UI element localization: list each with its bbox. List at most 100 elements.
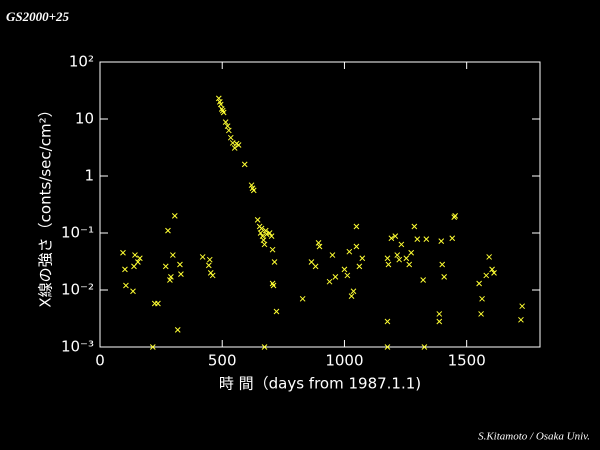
x-tick-label: 1500 bbox=[448, 352, 486, 370]
point-stroke bbox=[215, 95, 222, 102]
point-stroke bbox=[165, 227, 171, 234]
point-stroke bbox=[341, 266, 348, 273]
point-stroke bbox=[344, 272, 351, 279]
point bbox=[263, 231, 270, 238]
point-stroke bbox=[131, 263, 137, 270]
x-tick-label: 500 bbox=[208, 352, 237, 370]
y-tick-label: 10 bbox=[75, 110, 94, 128]
point bbox=[423, 236, 430, 243]
point-stroke bbox=[122, 266, 128, 273]
point-stroke bbox=[209, 272, 216, 279]
point bbox=[220, 109, 227, 116]
point bbox=[136, 255, 143, 262]
point-stroke bbox=[348, 293, 355, 300]
point bbox=[384, 255, 391, 262]
credit: S.Kitamoto / Osaka Univ. bbox=[478, 431, 590, 443]
point-stroke bbox=[271, 259, 278, 265]
point bbox=[299, 295, 306, 302]
point-stroke bbox=[476, 280, 482, 287]
point bbox=[359, 255, 366, 262]
point bbox=[130, 288, 136, 295]
point bbox=[199, 254, 206, 260]
point bbox=[350, 288, 357, 295]
point bbox=[217, 101, 224, 108]
point bbox=[155, 300, 161, 307]
point-stroke bbox=[384, 318, 391, 325]
point bbox=[315, 240, 322, 246]
point-stroke bbox=[263, 231, 270, 238]
plot-frame bbox=[99, 61, 541, 348]
point bbox=[273, 308, 280, 315]
point-stroke bbox=[120, 249, 126, 256]
point-stroke bbox=[167, 277, 173, 283]
point bbox=[491, 269, 497, 276]
point bbox=[384, 318, 391, 325]
point bbox=[132, 252, 138, 258]
point bbox=[169, 252, 176, 258]
x-axis-label: 時 間（days from 1987.1.1) bbox=[219, 375, 421, 393]
point-stroke bbox=[250, 187, 257, 194]
point bbox=[231, 145, 238, 151]
point-stroke bbox=[359, 255, 366, 262]
point bbox=[449, 235, 456, 242]
point-stroke bbox=[171, 212, 178, 219]
point-stroke bbox=[436, 311, 443, 317]
point bbox=[260, 237, 267, 243]
point bbox=[329, 252, 336, 258]
point bbox=[205, 262, 212, 269]
point-stroke bbox=[257, 230, 264, 236]
point bbox=[178, 271, 184, 277]
point bbox=[353, 223, 360, 230]
point-stroke bbox=[436, 318, 443, 325]
point bbox=[308, 259, 315, 265]
point bbox=[411, 223, 418, 230]
point-stroke bbox=[206, 256, 213, 263]
point-stroke bbox=[483, 272, 490, 279]
point-stroke bbox=[384, 344, 391, 350]
point bbox=[486, 254, 493, 260]
point bbox=[258, 225, 265, 232]
point bbox=[438, 238, 445, 244]
point-stroke bbox=[132, 252, 138, 258]
point-stroke bbox=[385, 261, 392, 268]
point-stroke bbox=[452, 212, 459, 219]
point bbox=[344, 272, 351, 279]
point-stroke bbox=[353, 223, 360, 230]
point bbox=[215, 95, 222, 102]
x-tick-label: 1000 bbox=[325, 352, 363, 370]
point bbox=[394, 252, 401, 258]
point-stroke bbox=[438, 238, 445, 244]
point bbox=[396, 256, 403, 263]
point-stroke bbox=[270, 282, 277, 289]
point-stroke bbox=[217, 101, 224, 108]
point-stroke bbox=[216, 98, 223, 105]
point-stroke bbox=[261, 344, 268, 350]
point bbox=[385, 261, 392, 268]
point bbox=[483, 272, 490, 279]
point-stroke bbox=[332, 274, 339, 280]
point-stroke bbox=[169, 252, 176, 258]
point-stroke bbox=[269, 246, 276, 253]
point bbox=[452, 212, 459, 219]
point-stroke bbox=[394, 252, 401, 258]
point-stroke bbox=[519, 303, 526, 310]
point bbox=[406, 261, 413, 268]
point bbox=[261, 344, 268, 350]
point-stroke bbox=[249, 185, 256, 192]
point-stroke bbox=[199, 254, 206, 260]
point-stroke bbox=[350, 288, 357, 295]
point-stroke bbox=[353, 243, 360, 250]
point-stroke bbox=[396, 256, 403, 263]
y-tick-label: 10⁻³ bbox=[61, 338, 94, 356]
point bbox=[332, 274, 339, 280]
point-stroke bbox=[384, 255, 391, 262]
point bbox=[225, 127, 232, 134]
point-stroke bbox=[346, 248, 353, 255]
point bbox=[270, 282, 277, 289]
point-stroke bbox=[486, 254, 493, 260]
point-stroke bbox=[258, 225, 265, 232]
point-stroke bbox=[398, 241, 405, 248]
point bbox=[326, 278, 333, 285]
point bbox=[266, 230, 273, 236]
chart-title: GS2000+25 bbox=[6, 9, 70, 24]
